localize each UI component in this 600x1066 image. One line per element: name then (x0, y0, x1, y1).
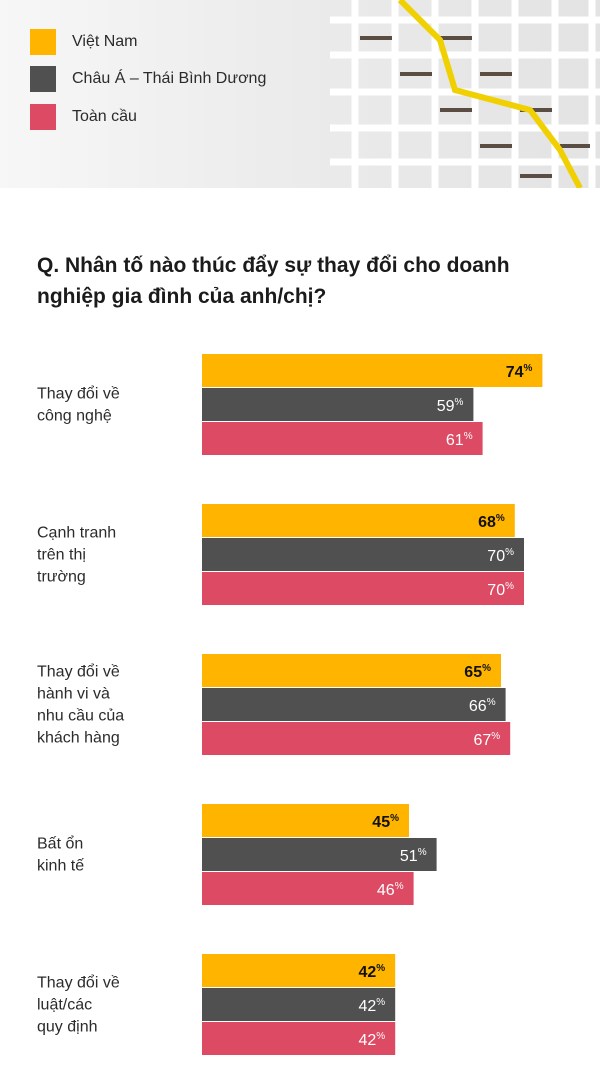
category-label: công nghệ (37, 408, 112, 425)
category-label: Cạnh tranh (37, 525, 116, 542)
data-label: 51% (400, 847, 427, 865)
category-label: Bất ổn (37, 835, 83, 853)
data-label: 59% (437, 397, 464, 415)
question-title: Q. Nhân tố nào thúc đẩy sự thay đổi cho … (37, 254, 510, 308)
legend-swatch-asia-pacific (30, 66, 56, 92)
data-label: 70% (487, 547, 514, 565)
data-label: 66% (469, 697, 496, 715)
bar (202, 988, 396, 1021)
category-label: Thay đổi về (37, 385, 120, 403)
legend-swatch-global (30, 104, 56, 130)
category-label: trường (37, 569, 86, 586)
bar (202, 538, 524, 571)
staircase-illustration (330, 0, 600, 188)
data-label: 42% (358, 997, 385, 1015)
bar (202, 504, 515, 537)
category-label: kinh tế (37, 858, 84, 875)
bar (202, 354, 543, 387)
header-banner: Việt Nam Châu Á – Thái Bình Dương Toàn c… (0, 0, 600, 188)
data-label: 68% (478, 513, 505, 531)
data-label: 65% (464, 663, 491, 681)
data-label: 42% (358, 1031, 385, 1049)
data-label: 42% (358, 963, 385, 981)
data-label: 67% (473, 731, 500, 749)
bar (202, 688, 506, 721)
legend: Việt Nam Châu Á – Thái Bình Dương Toàn c… (0, 0, 330, 188)
bar (202, 722, 511, 755)
data-label: 46% (377, 881, 404, 899)
yellow-handrail (397, 0, 583, 188)
category-label: Thay đổi về (37, 663, 120, 681)
bar (202, 1022, 396, 1055)
legend-item-vietnam: Việt Nam (30, 29, 138, 55)
bar (202, 804, 409, 837)
data-label: 74% (506, 363, 533, 381)
legend-label: Việt Nam (72, 33, 138, 50)
category-label: Thay đổi về (37, 974, 120, 992)
legend-swatch-vietnam (30, 29, 56, 55)
category-label: quy định (37, 1019, 98, 1036)
bar (202, 954, 396, 987)
bar (202, 388, 474, 421)
category-label: khách hàng (37, 730, 120, 747)
category-label: trên thị (37, 547, 86, 564)
bar (202, 838, 437, 871)
legend-item-global: Toàn cầu (30, 104, 137, 130)
data-label: 70% (487, 581, 514, 599)
legend-label: Toàn cầu (72, 108, 137, 125)
stair-rods (360, 36, 590, 178)
data-label: 45% (372, 813, 399, 831)
category-label: hành vi và (37, 686, 110, 703)
bar (202, 654, 501, 687)
legend-label: Châu Á – Thái Bình Dương (72, 70, 267, 87)
category-label: nhu cầu của (37, 708, 124, 725)
bar (202, 422, 483, 455)
bar (202, 872, 414, 905)
category-label: luật/các (37, 997, 92, 1014)
bar (202, 572, 524, 605)
legend-item-asia-pacific: Châu Á – Thái Bình Dương (30, 66, 266, 92)
data-label: 61% (446, 431, 473, 449)
